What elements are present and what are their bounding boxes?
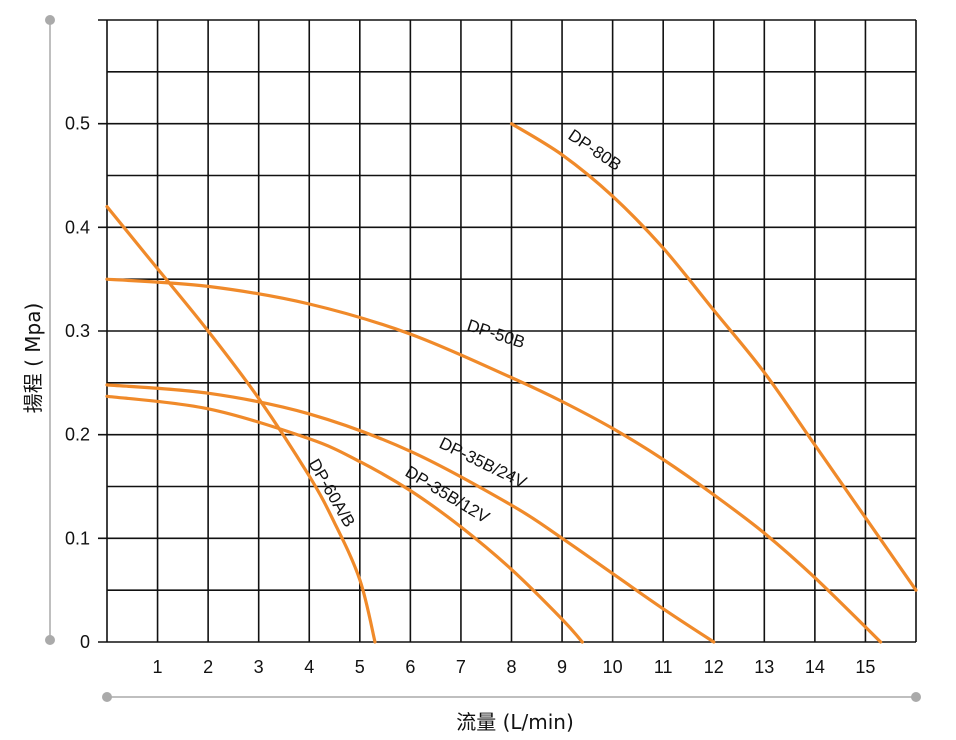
y-axis-title: 揚程 ( Mpa) [21, 303, 45, 414]
y-tick-labels: 0 0.1 0.2 0.3 0.4 0.5 [65, 114, 90, 652]
curve-dp-35b-24v [105, 383, 716, 644]
x-tick-label: 4 [304, 657, 314, 677]
x-tick-label: 1 [153, 657, 163, 677]
x-tick-label: 12 [704, 657, 724, 677]
curve-dp-60a-b [105, 205, 377, 644]
x-tick-label: 15 [855, 657, 875, 677]
curve-dp-35b-12v [105, 394, 584, 644]
x-axis-rail-right-dot [911, 692, 921, 702]
y-tick-label: 0.4 [65, 217, 90, 237]
label-dp-35b-24v: DP-35B/24V [436, 434, 530, 493]
curve-dp-50b [105, 277, 883, 644]
x-tick-label: 6 [405, 657, 415, 677]
x-tick-label: 8 [506, 657, 516, 677]
x-tick-label: 3 [254, 657, 264, 677]
x-tick-label: 10 [603, 657, 623, 677]
curve-dp-80b [509, 122, 918, 592]
y-tick-label: 0.2 [65, 425, 90, 445]
grid [98, 19, 917, 643]
x-axis-rail-left-dot [102, 692, 112, 702]
label-dp-50b: DP-50B [465, 316, 527, 352]
y-tick-label: 0.5 [65, 114, 90, 134]
y-tick-label: 0 [80, 632, 90, 652]
x-axis-title: 流量 (L/min) [456, 710, 574, 734]
y-tick-label: 0.1 [65, 528, 90, 548]
x-tick-label: 5 [355, 657, 365, 677]
x-tick-labels: 1 2 3 4 5 6 7 8 9 10 11 12 13 14 15 [153, 657, 876, 677]
x-tick-label: 14 [805, 657, 825, 677]
x-tick-label: 2 [203, 657, 213, 677]
label-dp-80b: DP-80B [565, 126, 625, 175]
x-tick-label: 13 [754, 657, 774, 677]
x-tick-label: 11 [654, 657, 673, 677]
x-tick-label: 7 [456, 657, 466, 677]
y-axis-rail-top-dot [45, 15, 55, 25]
y-tick-label: 0.3 [65, 321, 90, 341]
y-axis-rail-bottom-dot [45, 635, 55, 645]
x-tick-label: 9 [557, 657, 567, 677]
curves [105, 122, 918, 644]
